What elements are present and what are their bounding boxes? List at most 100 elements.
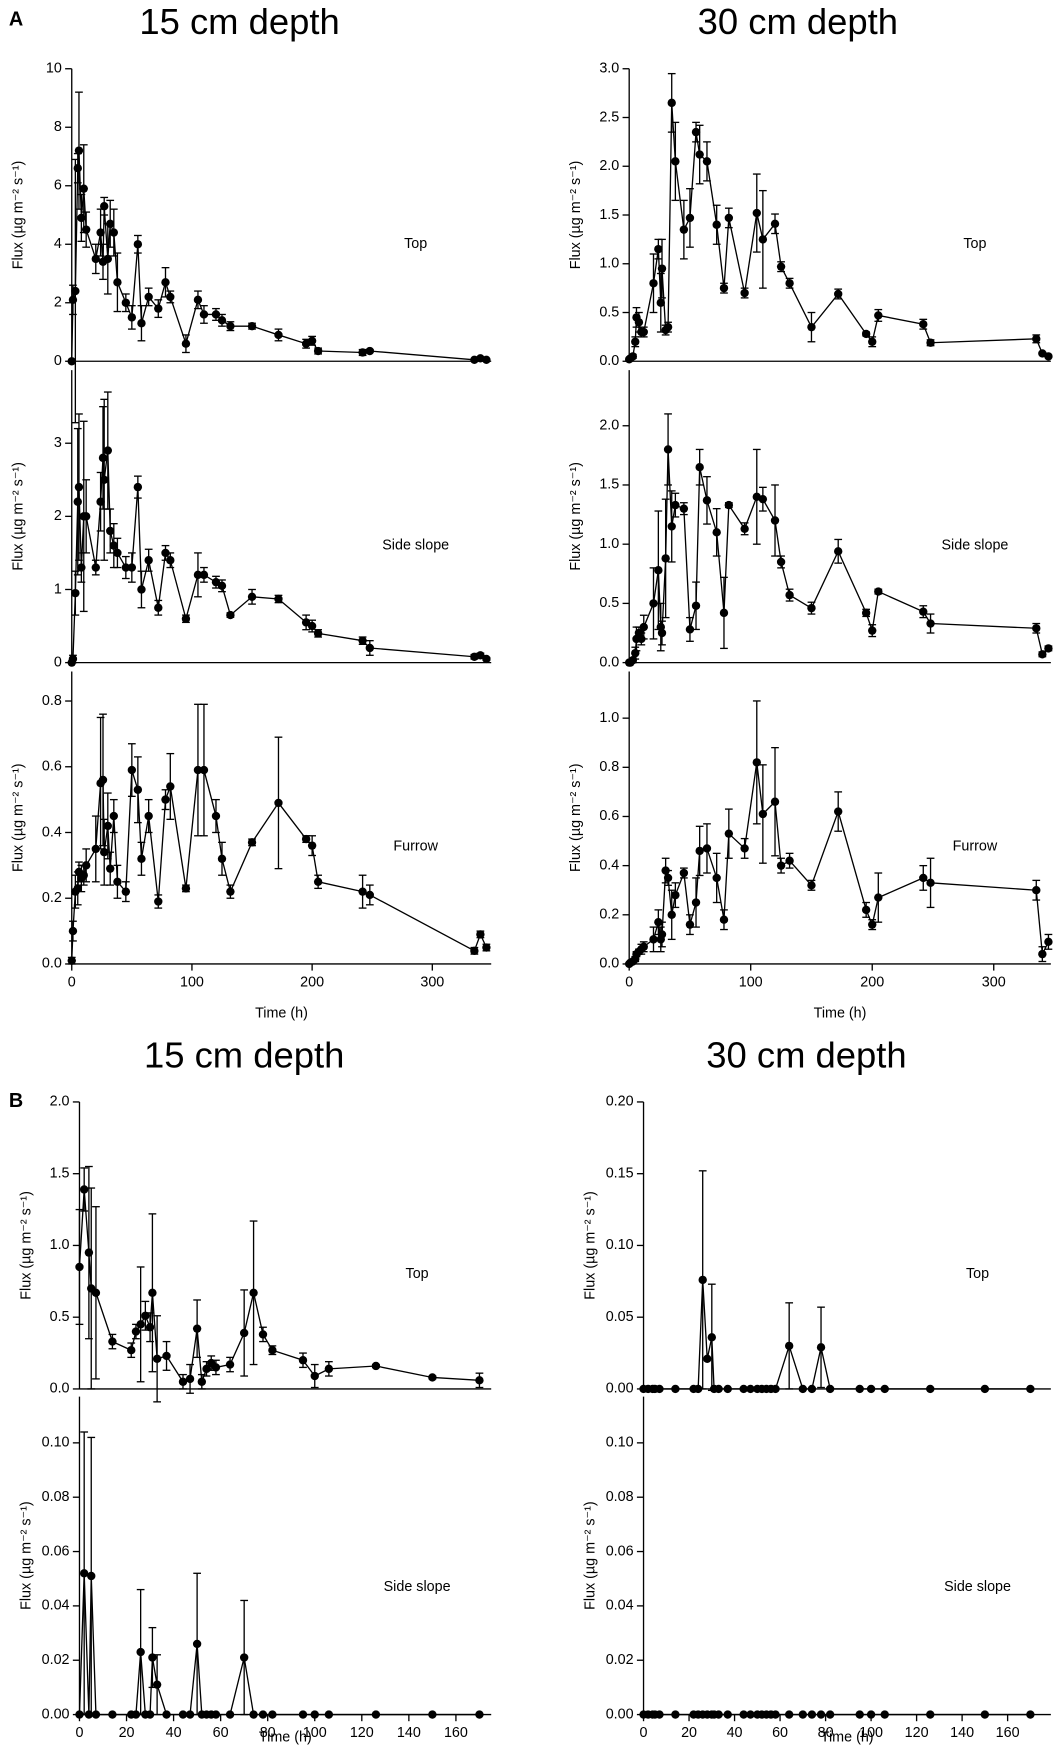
data-point	[358, 348, 367, 357]
x-axis-label: Time (h)	[814, 1005, 867, 1021]
data-point	[639, 942, 648, 951]
data-point	[301, 618, 311, 627]
data-point	[185, 1374, 195, 1384]
y-tick-label: 0.05	[606, 1309, 634, 1325]
y-tick-label: 0.20	[606, 1094, 634, 1110]
data-point	[91, 1710, 101, 1719]
data-point	[268, 1346, 277, 1355]
data-point	[127, 563, 137, 572]
data-point	[655, 1710, 664, 1719]
data-point	[739, 1710, 748, 1719]
data-point	[770, 219, 780, 228]
x-tick-label: 40	[166, 1725, 182, 1741]
panel-annotation: Side slope	[382, 537, 449, 553]
panel-letter: B	[9, 1090, 23, 1112]
data-point	[161, 548, 170, 558]
y-tick-label: 0.5	[50, 1309, 70, 1325]
data-point	[740, 524, 749, 533]
x-tick-label: 300	[982, 975, 1006, 991]
data-point	[148, 1653, 157, 1662]
data-point	[1032, 624, 1041, 633]
data-line	[628, 102, 1049, 360]
data-point	[1026, 1710, 1035, 1719]
data-point	[365, 890, 375, 900]
data-point	[719, 608, 729, 618]
data-point	[758, 235, 768, 244]
data-point	[268, 1710, 277, 1719]
data-point	[178, 1377, 188, 1386]
data-point	[739, 1384, 748, 1394]
y-tick-label: 0.4	[599, 857, 619, 873]
data-point	[724, 500, 734, 510]
data-point	[74, 482, 84, 492]
data-point	[199, 765, 209, 775]
y-tick-label: 0.6	[599, 808, 619, 824]
data-point	[211, 811, 221, 821]
data-point	[81, 512, 91, 521]
data-point	[258, 1330, 268, 1339]
data-point	[247, 838, 257, 847]
data-point	[67, 956, 76, 965]
data-point	[482, 654, 491, 664]
data-point	[740, 844, 749, 853]
data-point	[161, 278, 170, 287]
data-point	[202, 1364, 211, 1374]
data-point	[834, 289, 843, 299]
data-point	[667, 910, 676, 919]
data-point	[671, 157, 680, 166]
data-point	[247, 321, 257, 331]
x-tick-label: 100	[303, 1725, 327, 1741]
data-point	[698, 1275, 707, 1285]
data-point	[68, 654, 78, 664]
data-point	[654, 244, 663, 254]
data-point	[144, 811, 153, 821]
y-tick-label: 0.08	[42, 1489, 70, 1505]
data-point	[1038, 949, 1047, 959]
data-point	[679, 225, 689, 234]
data-point	[702, 496, 712, 505]
data-point	[77, 563, 86, 572]
data-point	[239, 1328, 249, 1338]
data-point	[428, 1710, 437, 1719]
data-point	[133, 785, 143, 794]
data-point	[154, 897, 163, 906]
y-tick-label: 0.08	[606, 1489, 634, 1505]
data-point	[807, 1384, 817, 1394]
data-point	[81, 225, 91, 234]
y-tick-label: 1.0	[599, 536, 619, 552]
panel-title: 15 cm depth	[139, 1, 339, 42]
x-tick-label: 100	[180, 975, 204, 991]
data-point	[91, 563, 100, 572]
data-point	[91, 844, 100, 854]
y-tick-label: 0.0	[599, 956, 619, 972]
y-tick-label: 0.00	[42, 1706, 70, 1722]
data-point	[310, 1710, 319, 1719]
data-point	[137, 319, 146, 328]
y-axis-label: Flux (µg m⁻² s⁻¹)	[568, 161, 584, 270]
y-tick-label: 0.04	[42, 1598, 70, 1614]
data-point	[475, 1376, 484, 1385]
x-tick-label: 60	[213, 1725, 229, 1741]
data-point	[784, 1710, 794, 1719]
data-point	[771, 1710, 780, 1719]
data-point	[663, 322, 673, 332]
y-tick-label: 0.10	[606, 1237, 634, 1253]
x-tick-label: 300	[420, 975, 444, 991]
data-point	[671, 890, 680, 900]
data-point	[866, 1710, 876, 1719]
data-point	[746, 1710, 755, 1719]
data-point	[113, 278, 122, 287]
x-tick-label: 120	[905, 1725, 929, 1741]
data-point	[776, 861, 786, 870]
data-point	[740, 288, 749, 298]
data-point	[103, 821, 113, 831]
x-tick-label: 160	[996, 1725, 1020, 1741]
data-point	[127, 1346, 136, 1355]
data-point	[301, 834, 311, 844]
y-tick-label: 0.5	[599, 304, 619, 320]
x-tick-label: 200	[300, 975, 324, 991]
data-point	[834, 547, 843, 556]
data-point	[771, 1384, 780, 1394]
y-tick-label: 0.8	[599, 759, 619, 775]
data-point	[358, 887, 367, 896]
